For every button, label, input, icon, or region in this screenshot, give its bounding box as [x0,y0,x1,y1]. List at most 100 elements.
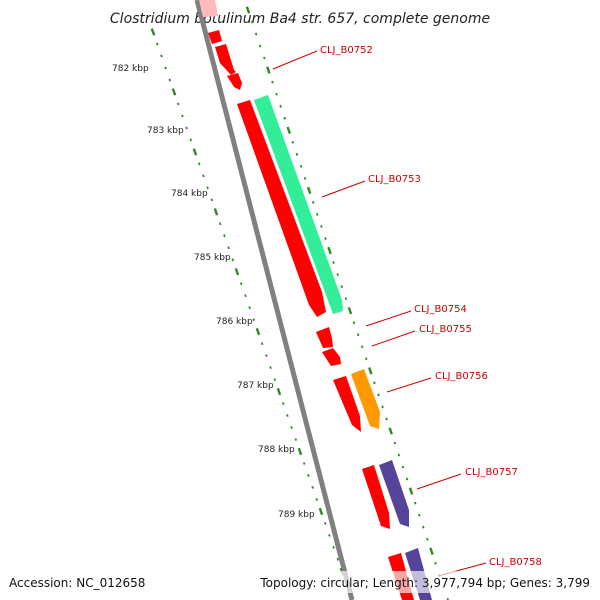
left-scale-dot [269,366,272,370]
gene-arrow-CLJ_B0757[interactable] [379,460,409,527]
right-scale-dot [258,44,262,48]
right-scale-dot [393,441,397,445]
scale-tick-labels: 782 kbp 783 kbp 784 kbp 785 kbp 786 kbp … [112,64,315,520]
right-scale-major-tick [286,126,292,134]
left-scale-dot [155,42,159,46]
left-scale-dot [231,258,235,262]
right-scale-dot [446,597,449,600]
leader-CLJ_B0752 [272,50,318,70]
right-scale-dot [373,381,376,385]
gene-label-CLJ_B0753[interactable]: CLJ_B0753 [368,174,421,185]
right-scale-dot [385,417,388,421]
right-scale-dot [352,321,356,325]
right-scale-dot [397,453,401,457]
right-scale-major-tick [347,307,353,315]
tick-label-785: 785 kbp [194,253,231,263]
gene-label-CLJ_B0758[interactable]: CLJ_B0758 [489,557,542,568]
gene-arrow-CLJ_B0755[interactable] [322,348,341,366]
scale-dots [150,6,449,600]
left-scale-dot [227,246,230,250]
leader-CLJ_B0757 [416,473,462,490]
label-leader-lines [272,50,487,577]
left-scale-dot [265,354,268,358]
gene-features [199,0,432,600]
right-scale-dot [344,297,348,301]
left-scale-dot [286,414,289,417]
gene-label-CLJ_B0757[interactable]: CLJ_B0757 [465,467,518,478]
right-scale-dot [422,525,425,529]
right-scale-dot [340,285,344,289]
left-scale-dot [160,54,163,58]
left-scale-dot [189,138,193,142]
gene-arrow-CLJ_B0753[interactable] [254,95,343,314]
gene-arrow-red-mid[interactable] [333,376,361,432]
gene-labels: CLJ_B0752 CLJ_B0753 CLJ_B0754 CLJ_B0755 … [320,45,542,568]
right-scale-dot [418,513,421,517]
right-scale-dot [275,92,278,96]
left-scale-dot [336,557,340,561]
leader-CLJ_B0755 [371,330,416,347]
tick-label-787: 787 kbp [237,381,274,391]
gene-arrow-small-2[interactable] [227,73,242,90]
left-scale-dot [328,533,331,537]
left-scale-dot [239,282,243,286]
left-scale-major-tick [297,447,303,456]
left-scale-dot [206,186,209,190]
left-scale-dot [164,66,167,70]
right-scale-dot [283,116,286,120]
left-scale-dot [294,438,298,441]
faded-feature[interactable] [199,0,218,17]
gene-arrow-red-low[interactable] [362,465,390,529]
tick-label-782: 782 kbp [112,64,149,74]
right-scale-dot [365,357,368,361]
left-scale-dot [311,486,314,489]
right-scale-dot [413,501,417,505]
gene-arrow-large[interactable] [237,100,326,317]
leader-CLJ_B0753 [321,180,366,198]
right-scale-dot [316,213,319,216]
left-scale-dot [202,174,205,178]
right-scale-dot [332,261,335,264]
right-scale-dot [401,465,405,469]
left-scale-dot [290,426,293,429]
gene-label-CLJ_B0755[interactable]: CLJ_B0755 [419,324,472,335]
left-scale-major-tick [255,327,261,336]
right-scale-major-tick [327,246,332,255]
left-scale-dot [332,545,335,549]
right-scale-dot [303,176,307,180]
left-scale-dot [323,521,327,525]
right-scale-major-tick [429,547,434,555]
right-scale-dot [250,20,254,24]
right-scale-major-tick [388,427,393,435]
accession-text: Accession: NC_012658 [9,576,145,590]
right-scale-major-tick [266,66,271,74]
left-scale-dot [252,318,256,322]
left-scale-dot [244,294,247,298]
topology-summary-text: Topology: circular; Length: 3,977,794 bp… [259,576,590,590]
tick-label-786: 786 kbp [216,317,253,327]
gene-arrow-CLJ_B0754[interactable] [316,327,333,348]
right-scale-major-tick [408,487,414,495]
map-title: Clostridium botulinum Ba4 str. 657, comp… [110,11,490,27]
gene-arrow-CLJ_B0752[interactable] [215,44,236,75]
gene-arrow-small-1[interactable] [208,30,222,44]
left-scale-dot [260,342,264,346]
gene-label-CLJ_B0754[interactable]: CLJ_B0754 [414,304,467,315]
right-scale-dot [377,393,380,397]
right-scale-dot [356,333,360,337]
tick-label-783: 783 kbp [147,126,184,136]
gene-label-CLJ_B0752[interactable]: CLJ_B0752 [320,45,373,56]
right-scale-dot [405,477,409,481]
left-scale-major-tick [192,148,198,156]
gene-arrow-CLJ_B0756[interactable] [351,369,380,429]
left-scale-dot [307,474,310,477]
gene-label-CLJ_B0756[interactable]: CLJ_B0756 [435,371,488,382]
right-scale-dot [295,152,299,156]
right-scale-dot [324,237,327,240]
left-scale-dot [302,462,306,465]
left-scale-major-tick [318,507,324,516]
right-scale-dot [434,561,437,565]
left-scale-dot [168,78,172,82]
